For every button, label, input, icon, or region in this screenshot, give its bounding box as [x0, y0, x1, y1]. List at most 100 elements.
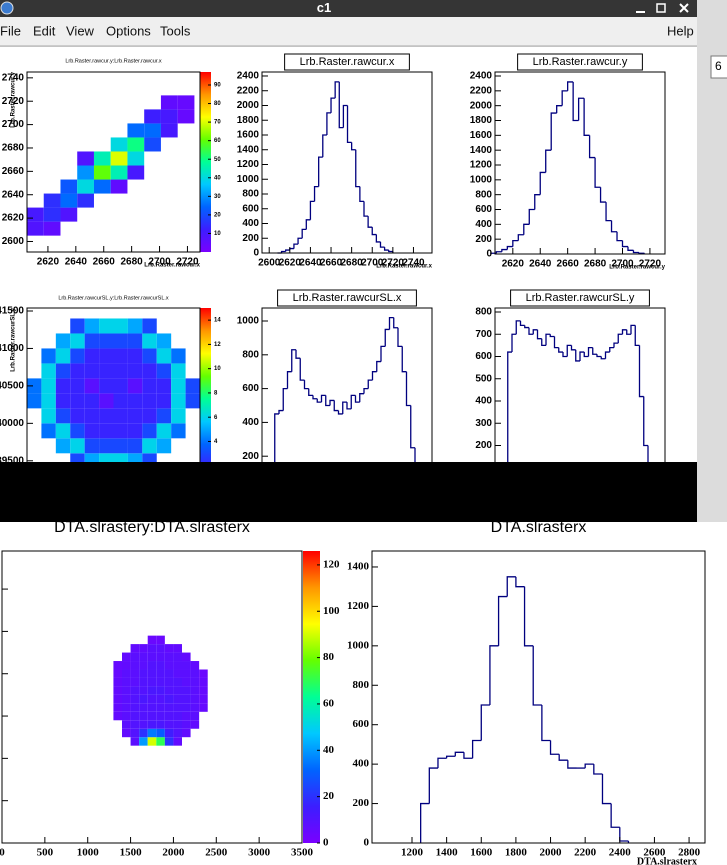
hist-bin	[376, 360, 381, 372]
heat-cell	[122, 711, 131, 721]
heat-cell	[177, 109, 195, 124]
z-tick-label: 90	[214, 83, 221, 89]
hist-bin	[610, 803, 620, 828]
frame	[26, 71, 201, 253]
heat-cell	[127, 151, 145, 166]
hist-bin	[515, 320, 521, 335]
heat-cell	[113, 686, 122, 695]
hist-bin	[577, 97, 585, 121]
hist-bin	[515, 576, 525, 588]
menu-item[interactable]: Edit	[33, 23, 56, 38]
y-tick-label: 41000	[0, 343, 24, 354]
heat-cell	[27, 393, 42, 409]
heat-cell	[144, 109, 161, 124]
heat-cell	[113, 703, 122, 712]
heat-cell	[43, 221, 61, 236]
heat-cell	[99, 318, 114, 334]
hist-bin	[550, 112, 557, 151]
z-tick-label: 70	[214, 120, 221, 126]
heat-cell	[122, 661, 131, 670]
menu-item[interactable]: View	[66, 23, 95, 38]
heat-cell	[55, 408, 71, 424]
x-tick-label: 1000	[77, 847, 100, 859]
x-tick-label: 2700	[148, 257, 171, 268]
heat-cell	[156, 635, 165, 645]
maximize-button[interactable]	[656, 3, 666, 13]
y-tick-label: 1400	[470, 145, 493, 156]
y-tick-label: 1400	[237, 144, 260, 155]
heat-cell	[55, 348, 71, 364]
y-tick-label: 600	[353, 718, 370, 730]
heat-cell	[164, 703, 174, 712]
hist-bin	[561, 90, 568, 106]
frame	[1, 550, 303, 844]
heat-cell	[122, 703, 131, 712]
heat-cell	[127, 318, 143, 334]
y-tick-label: 2400	[237, 71, 260, 82]
hist-bin	[583, 98, 590, 136]
close-button[interactable]	[679, 3, 689, 13]
heat-cell	[139, 728, 148, 738]
menu-item[interactable]: Tools	[160, 23, 191, 38]
x-tick-label: 2620	[279, 258, 302, 269]
z-tick-label: 50	[214, 157, 221, 163]
x-tick-label: 2640	[65, 257, 88, 268]
hist-bin	[295, 349, 301, 359]
heat-cell	[147, 728, 157, 738]
heat-cell	[182, 720, 191, 729]
overlap-bar	[0, 462, 697, 522]
heat-cell	[173, 677, 182, 687]
heat-cell	[99, 378, 114, 394]
heat-cell	[147, 635, 157, 645]
hist-bin	[322, 134, 327, 158]
z-tick-label: 0	[323, 837, 329, 849]
heat-cell	[147, 661, 157, 670]
heat-cell	[199, 694, 208, 704]
x-tick-label: 2720	[639, 259, 662, 270]
hist-bin	[532, 329, 538, 335]
hist-bin	[293, 243, 299, 249]
y-tick-label: 400	[242, 417, 259, 428]
heat-cell	[156, 661, 165, 670]
y-tick-label: 0	[364, 837, 370, 849]
menu-item[interactable]: Help	[667, 23, 694, 38]
heat-cell	[142, 393, 157, 409]
y-tick-label: 2720	[2, 96, 25, 107]
x-tick-label: 0	[0, 847, 5, 859]
x-tick-label: 2740	[402, 258, 425, 269]
x-tick-label: 2400	[609, 847, 632, 859]
hist-bin	[463, 752, 473, 759]
hist-bin	[566, 344, 572, 357]
hist-bin	[605, 202, 612, 222]
bottom-canvas: DTA.slrastery:DTA.slrasterx 0 20 40 60 80 100 1…	[0, 519, 706, 865]
y-tick-label: 800	[242, 189, 259, 200]
heat-cell	[139, 661, 148, 670]
hist-bin	[600, 356, 606, 360]
heat-cell	[156, 694, 165, 704]
heat-cell	[173, 669, 182, 678]
heat-cell	[190, 669, 200, 678]
heat-cell	[127, 393, 143, 409]
hist-bin	[305, 219, 311, 230]
hist-bin	[420, 802, 430, 843]
second-canvas	[0, 522, 727, 865]
heat-cell	[147, 720, 157, 729]
pad-title: Lrb.Raster.rawcurSL.y	[526, 292, 635, 304]
colorbar	[200, 72, 211, 252]
heat-cell	[55, 438, 71, 454]
side-field[interactable]	[710, 55, 727, 79]
menu-bar	[0, 17, 697, 46]
hist-bin	[405, 371, 411, 407]
app-icon	[0, 1, 14, 15]
heat-cell	[55, 423, 71, 439]
heat-cell	[99, 348, 114, 364]
heat-cell	[70, 423, 85, 439]
y-tick-label: 600	[242, 383, 259, 394]
heat-cell	[130, 694, 140, 704]
menu-item[interactable]: Options	[106, 23, 151, 38]
menu-item[interactable]: File	[0, 23, 21, 38]
x-tick-label: 2680	[121, 257, 144, 268]
heat-cell	[70, 333, 85, 349]
hist-bin	[308, 388, 313, 397]
title-box	[277, 289, 417, 307]
